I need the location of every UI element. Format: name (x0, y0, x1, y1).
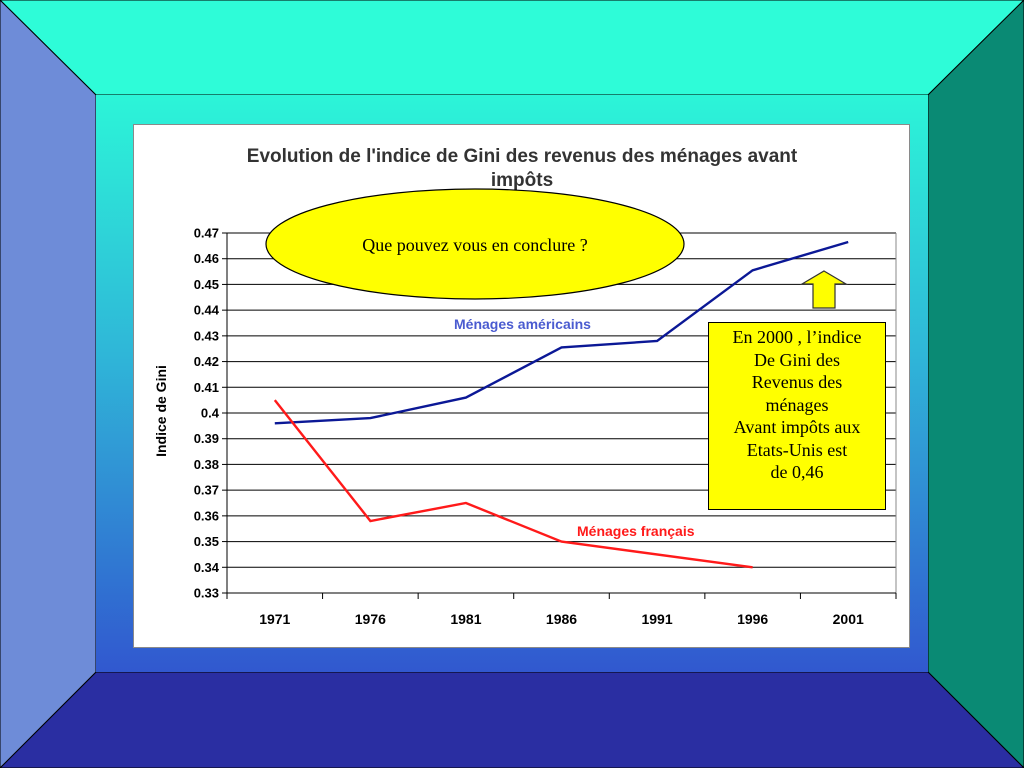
x-tick-label: 1971 (259, 611, 290, 627)
frame-top-bevel (0, 0, 1024, 96)
y-tick-labels: 0.47 0.46 0.45 0.44 0.43 0.42 0.41 0.4 0.39 0.38 0… (194, 226, 220, 601)
callout-line: Etats-Unis est (746, 439, 848, 460)
x-tick-labels: 1971 1976 1981 1986 1991 1996 2001 (259, 611, 864, 627)
series-lines (273, 240, 849, 569)
y-tick-label: 0.38 (194, 457, 219, 472)
x-tick-label: 1996 (737, 611, 768, 627)
series-line-francais (273, 399, 753, 569)
axes (222, 232, 897, 599)
y-tick-label: 0.42 (194, 354, 219, 369)
callout-line: de 0,46 (770, 462, 824, 482)
callout-line: En 2000 , l’indice (732, 327, 862, 347)
y-tick-label: 0.35 (194, 534, 219, 549)
series-label-francais: Ménages français (577, 523, 695, 539)
y-tick-label: 0.44 (194, 303, 220, 318)
x-tick-label: 1986 (546, 611, 577, 627)
up-arrow-icon (800, 270, 848, 309)
x-tick-label: 1976 (355, 611, 386, 627)
y-tick-label: 0.37 (194, 483, 219, 498)
y-tick-label: 0.36 (194, 508, 219, 523)
gini-line-chart: Evolution de l'indice de Gini des revenu… (153, 146, 897, 627)
x-tick-label: 2001 (833, 611, 864, 627)
y-tick-label: 0.41 (194, 380, 219, 395)
y-tick-label: 0.46 (194, 251, 219, 266)
y-tick-label: 0.43 (194, 328, 219, 343)
y-axis-label: Indice de Gini (153, 365, 169, 457)
y-tick-label: 0.47 (194, 226, 219, 241)
question-bubble: Que pouvez vous en conclure ? (265, 188, 685, 300)
frame-left-bevel (0, 0, 97, 768)
frame-bottom-bevel (0, 671, 1024, 768)
y-tick-label: 0.34 (194, 560, 220, 575)
y-tick-label: 0.33 (194, 586, 219, 601)
chart-title-line-1: Evolution de l'indice de Gini des revenu… (247, 146, 798, 167)
series-line-americains (274, 240, 849, 425)
callout-line: Avant impôts aux (733, 417, 861, 437)
callout-box: En 2000 , l’indice De Gini des Revenus d… (708, 322, 886, 510)
series-label-americains: Ménages américains (454, 316, 591, 332)
x-tick-label: 1991 (641, 611, 672, 627)
callout-line: De Gini des (754, 349, 840, 370)
question-bubble-text: Que pouvez vous en conclure ? (362, 235, 587, 255)
y-tick-label: 0.45 (194, 277, 219, 292)
callout-line: Revenus des (751, 372, 843, 392)
question-bubble-shape (265, 188, 685, 300)
y-tick-label: 0.39 (194, 431, 219, 446)
y-tick-label: 0.4 (201, 406, 220, 421)
x-tick-label: 1981 (450, 611, 481, 627)
callout-line: ménages (765, 394, 829, 415)
frame-right-bevel (927, 0, 1024, 768)
chart-title-line-2: impôts (491, 170, 553, 191)
